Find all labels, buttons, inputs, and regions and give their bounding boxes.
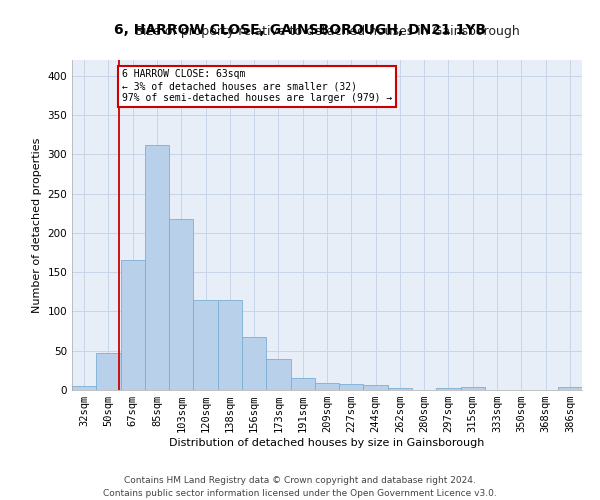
- Bar: [388, 388, 412, 390]
- Title: Size of property relative to detached houses in Gainsborough: Size of property relative to detached ho…: [134, 25, 520, 38]
- Y-axis label: Number of detached properties: Number of detached properties: [32, 138, 42, 312]
- Text: 6 HARROW CLOSE: 63sqm
← 3% of detached houses are smaller (32)
97% of semi-detac: 6 HARROW CLOSE: 63sqm ← 3% of detached h…: [122, 70, 392, 102]
- X-axis label: Distribution of detached houses by size in Gainsborough: Distribution of detached houses by size …: [169, 438, 485, 448]
- Bar: [193, 300, 218, 390]
- Bar: [436, 388, 461, 390]
- Bar: [364, 384, 388, 390]
- Bar: [96, 353, 121, 390]
- Bar: [145, 145, 169, 390]
- Bar: [266, 360, 290, 390]
- Bar: [461, 387, 485, 390]
- Bar: [290, 378, 315, 390]
- Bar: [558, 387, 582, 390]
- Bar: [121, 260, 145, 390]
- Bar: [218, 300, 242, 390]
- Bar: [339, 384, 364, 390]
- Bar: [315, 383, 339, 390]
- Bar: [72, 386, 96, 390]
- Text: Contains HM Land Registry data © Crown copyright and database right 2024.
Contai: Contains HM Land Registry data © Crown c…: [103, 476, 497, 498]
- Text: 6, HARROW CLOSE, GAINSBOROUGH, DN21 1YB: 6, HARROW CLOSE, GAINSBOROUGH, DN21 1YB: [114, 22, 486, 36]
- Bar: [242, 338, 266, 390]
- Bar: [169, 218, 193, 390]
